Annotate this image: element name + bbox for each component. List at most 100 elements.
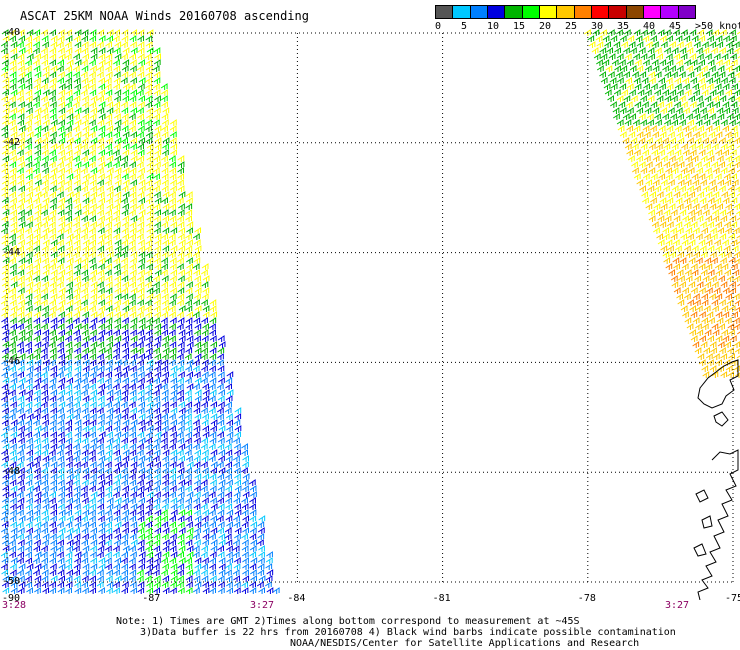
wind-barb xyxy=(711,371,719,378)
wind-barb xyxy=(121,245,129,252)
wind-barb xyxy=(122,83,130,90)
wind-barb xyxy=(25,545,32,552)
wind-barb xyxy=(675,59,683,66)
wind-barb xyxy=(730,125,738,132)
wind-barb xyxy=(50,251,58,258)
wind-barb xyxy=(146,221,153,228)
wind-barb xyxy=(609,77,617,84)
wind-barb xyxy=(644,107,652,114)
wind-barb xyxy=(693,41,701,48)
wind-barb xyxy=(57,569,65,576)
wind-barb xyxy=(696,215,704,222)
wind-barb xyxy=(41,413,49,420)
wind-barb xyxy=(25,569,32,576)
wind-barb xyxy=(192,533,200,540)
wind-barb xyxy=(210,527,218,534)
wind-barb xyxy=(34,551,42,558)
wind-barb xyxy=(154,209,162,216)
wind-barb xyxy=(690,287,698,294)
wind-barb xyxy=(9,233,16,240)
wind-barb xyxy=(121,533,129,540)
wind-barb xyxy=(129,191,137,198)
wind-barb xyxy=(249,551,257,558)
wind-barb xyxy=(114,155,122,162)
wind-barb xyxy=(89,485,96,492)
wind-barb xyxy=(97,221,104,228)
wind-barb xyxy=(677,179,685,186)
wind-barb xyxy=(57,503,65,510)
wind-barb xyxy=(715,359,722,366)
wind-barb xyxy=(81,101,89,108)
wind-barb xyxy=(241,467,248,474)
wind-barb xyxy=(104,539,112,546)
wind-barb xyxy=(1,197,9,204)
wind-barb xyxy=(152,569,160,576)
wind-barb xyxy=(641,191,648,198)
wind-barb xyxy=(41,245,49,252)
wind-barb xyxy=(32,35,40,42)
wind-barb xyxy=(98,101,106,108)
wind-barb xyxy=(48,161,56,168)
wind-barb xyxy=(98,77,105,84)
wind-barb xyxy=(169,353,177,360)
wind-barb xyxy=(161,287,168,294)
wind-barb xyxy=(145,407,153,414)
wind-barb xyxy=(34,179,42,186)
wind-barb xyxy=(225,377,233,384)
wind-barb xyxy=(185,191,193,198)
wind-barb xyxy=(178,203,185,210)
wind-barb xyxy=(25,575,32,582)
wind-barb xyxy=(82,431,90,438)
wind-barb xyxy=(202,431,210,438)
wind-barb xyxy=(42,461,50,468)
wind-barb xyxy=(24,125,32,132)
wind-barb xyxy=(667,245,674,252)
wind-barb xyxy=(16,323,24,330)
wind-barb xyxy=(88,143,96,150)
wind-barb xyxy=(185,347,193,354)
wind-barb xyxy=(17,539,25,546)
wind-barb xyxy=(130,155,138,162)
wind-barb xyxy=(200,341,208,348)
wind-barb xyxy=(690,263,698,270)
wind-barb xyxy=(226,587,234,594)
wind-barb xyxy=(136,575,144,582)
wind-barb xyxy=(57,335,64,342)
wind-barb xyxy=(114,275,122,282)
wind-barb xyxy=(122,527,129,534)
wind-barb xyxy=(25,143,32,150)
wind-barb xyxy=(25,83,33,90)
wind-barb xyxy=(720,77,728,84)
wind-barb xyxy=(217,551,225,558)
wind-barb xyxy=(733,65,740,72)
wind-barb xyxy=(713,53,721,60)
wind-barb xyxy=(33,269,41,276)
wind-barb xyxy=(152,389,160,396)
wind-barb xyxy=(177,419,185,426)
wind-barb xyxy=(146,317,153,324)
wind-barb xyxy=(162,575,170,582)
wind-barb xyxy=(106,191,114,198)
wind-barb xyxy=(192,587,200,594)
wind-barb xyxy=(169,131,177,138)
wind-barb xyxy=(49,233,57,240)
wind-barb xyxy=(9,257,16,264)
wind-barb xyxy=(1,449,8,456)
wind-barb xyxy=(708,113,716,120)
wind-barb xyxy=(97,311,104,318)
wind-barb xyxy=(57,179,65,186)
wind-barb xyxy=(130,407,137,414)
lon-label-corner: -90 xyxy=(2,593,21,604)
wind-barb xyxy=(153,287,160,294)
wind-barb xyxy=(25,425,32,432)
wind-barb xyxy=(146,257,154,264)
wind-barb xyxy=(1,305,9,312)
wind-barb xyxy=(694,323,702,330)
wind-barb xyxy=(161,413,168,420)
wind-barb xyxy=(58,149,65,156)
wind-barb xyxy=(729,35,737,42)
wind-barb xyxy=(616,119,624,126)
wind-barb xyxy=(130,47,138,54)
wind-barb xyxy=(98,233,106,240)
wind-barb xyxy=(81,293,89,300)
